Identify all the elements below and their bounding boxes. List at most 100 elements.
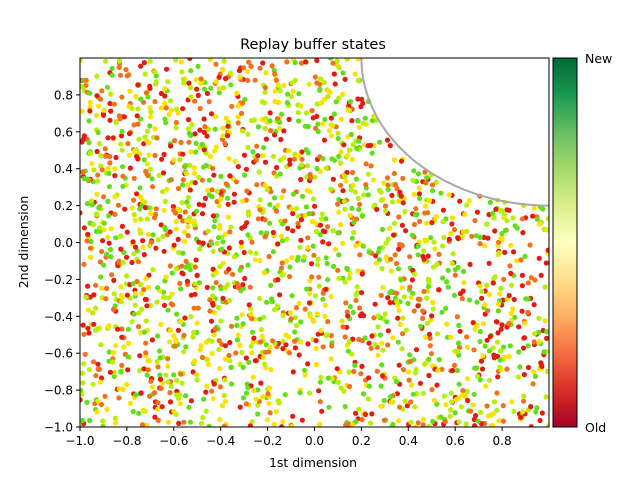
data-point	[279, 272, 285, 278]
data-point	[336, 252, 342, 258]
data-point	[415, 296, 421, 302]
data-point	[436, 287, 442, 293]
data-point	[157, 355, 163, 361]
data-point	[182, 315, 188, 321]
data-point	[177, 157, 183, 163]
data-point	[212, 326, 218, 332]
data-point	[179, 270, 185, 276]
data-point	[510, 215, 516, 221]
data-point	[534, 405, 540, 411]
data-point	[275, 277, 281, 283]
data-point	[149, 337, 155, 343]
data-point	[261, 100, 268, 106]
data-point	[106, 170, 112, 176]
data-point	[155, 364, 161, 370]
data-point	[344, 169, 350, 176]
data-point	[296, 118, 302, 124]
data-point	[531, 369, 537, 375]
data-point	[143, 340, 149, 346]
y-tick-label: 0.6	[54, 125, 73, 139]
data-point	[279, 238, 285, 244]
data-point	[510, 249, 517, 255]
data-point	[434, 401, 440, 407]
data-point	[129, 259, 135, 266]
data-point	[87, 254, 94, 260]
data-point	[506, 353, 512, 360]
data-point	[210, 165, 216, 171]
data-point	[237, 404, 243, 410]
data-point	[80, 83, 85, 90]
colorbar-high-label: New	[585, 51, 612, 66]
data-point	[506, 320, 512, 327]
data-point	[152, 414, 158, 420]
data-point	[290, 369, 296, 375]
data-point	[112, 420, 119, 426]
data-point	[441, 234, 447, 241]
data-point	[438, 414, 444, 420]
data-point	[119, 362, 125, 368]
data-point	[425, 253, 431, 259]
data-point	[400, 175, 406, 181]
data-point	[424, 220, 430, 226]
data-point	[155, 400, 161, 406]
data-point	[161, 248, 167, 254]
data-point	[174, 392, 180, 398]
data-point	[424, 320, 431, 326]
data-point	[415, 420, 421, 426]
data-point	[508, 270, 514, 276]
data-point	[131, 148, 138, 154]
data-point	[157, 372, 163, 378]
data-point	[389, 199, 396, 205]
data-point	[407, 284, 413, 290]
data-point	[516, 349, 522, 355]
data-point	[116, 386, 122, 392]
data-point	[200, 202, 207, 208]
data-point	[85, 231, 91, 237]
data-point	[404, 403, 410, 409]
data-point	[166, 295, 172, 301]
data-point	[298, 217, 305, 223]
data-point	[424, 175, 430, 181]
data-point	[275, 82, 281, 88]
data-point	[545, 247, 549, 253]
data-point	[188, 398, 194, 404]
data-point	[374, 206, 380, 212]
data-point	[297, 244, 303, 250]
data-point	[349, 351, 355, 357]
data-point	[178, 286, 184, 292]
data-point	[143, 350, 149, 356]
data-point	[456, 381, 462, 387]
data-point	[355, 118, 361, 124]
data-point	[111, 277, 117, 283]
data-point	[410, 290, 416, 296]
data-point	[117, 72, 124, 78]
data-point	[147, 58, 153, 64]
data-point	[306, 81, 312, 87]
data-point	[98, 274, 104, 280]
data-point	[358, 371, 364, 377]
data-point	[353, 297, 359, 303]
data-point	[292, 60, 298, 66]
data-point	[186, 80, 192, 86]
data-point	[320, 121, 326, 127]
data-point	[187, 419, 193, 425]
data-point	[329, 375, 335, 381]
data-point	[490, 345, 496, 351]
data-point	[387, 142, 393, 149]
data-point	[380, 347, 386, 353]
data-point	[519, 283, 526, 289]
data-point	[480, 321, 486, 327]
data-point	[260, 152, 266, 159]
data-point	[442, 418, 448, 425]
data-point	[129, 205, 135, 211]
data-point	[321, 137, 328, 143]
data-point	[330, 176, 336, 182]
data-point	[144, 216, 150, 222]
data-point	[143, 318, 149, 324]
data-point	[171, 408, 177, 414]
data-point	[433, 214, 439, 220]
data-point	[93, 282, 99, 288]
data-point	[474, 299, 480, 305]
data-point	[176, 249, 182, 255]
data-point	[518, 414, 524, 420]
